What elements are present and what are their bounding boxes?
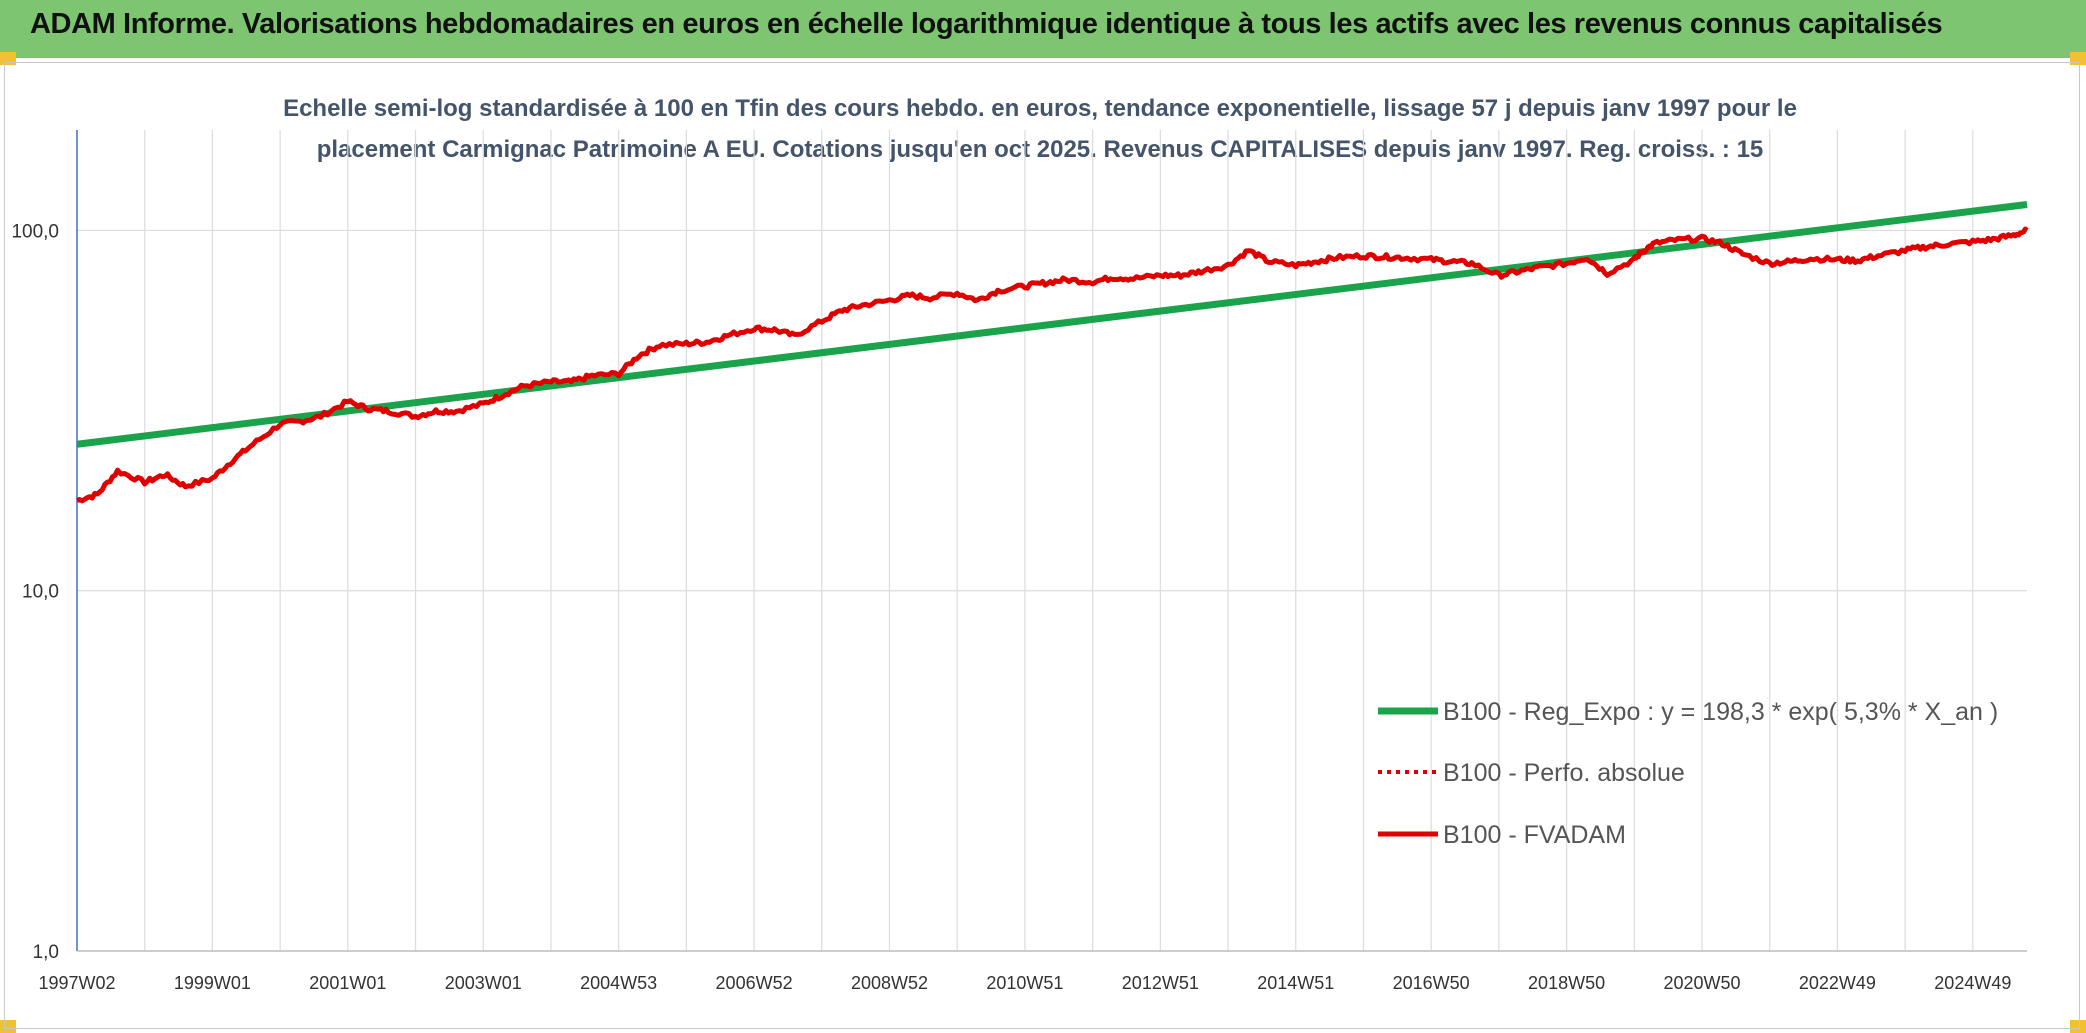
x-tick-label: 2004W53 <box>580 973 657 993</box>
y-tick-label: 100,0 <box>11 221 59 242</box>
corner-marker <box>0 52 16 65</box>
y-tick-label: 10,0 <box>22 582 59 603</box>
x-tick-label: 2022W49 <box>1799 973 1876 993</box>
y-tick-label: 1,0 <box>33 942 59 963</box>
x-tick-label: 2003W01 <box>445 973 522 993</box>
x-tick-label: 2012W51 <box>1122 973 1199 993</box>
x-tick-label: 2008W52 <box>851 973 928 993</box>
x-tick-label: 1999W01 <box>174 973 251 993</box>
x-tick-label: 2010W51 <box>986 973 1063 993</box>
chart-subtitle-line-1: Echelle semi-log standardisée à 100 en T… <box>283 95 1797 122</box>
chart-frame <box>4 62 2080 1029</box>
corner-marker <box>2070 1020 2086 1033</box>
report-title: ADAM Informe. Valorisations hebdomadaire… <box>30 8 1943 40</box>
x-tick-label: 2014W51 <box>1257 973 1334 993</box>
x-tick-label: 2001W01 <box>309 973 386 993</box>
x-tick-label: 2006W52 <box>716 973 793 993</box>
chart-subtitle-line-2: placement Carmignac Patrimoine A EU. Cot… <box>317 136 1764 163</box>
regression-series-line <box>76 201 2028 448</box>
corner-marker <box>2070 52 2086 65</box>
x-tick-label: 1997W02 <box>38 973 115 993</box>
legend-label: B100 - Reg_Expo : y = 198,3 * exp( 5,3% … <box>1443 698 1998 726</box>
x-tick-label: 2020W50 <box>1663 973 1740 993</box>
x-tick-label: 2018W50 <box>1528 973 1605 993</box>
title-banner: ADAM Informe. Valorisations hebdomadaire… <box>0 0 2086 58</box>
fvadam-series-line <box>76 226 2029 504</box>
legend-label: B100 - Perfo. absolue <box>1443 759 1685 787</box>
x-tick-label: 2016W50 <box>1393 973 1470 993</box>
x-tick-label: 2024W49 <box>1934 973 2011 993</box>
legend-label: B100 - FVADAM <box>1443 821 1626 849</box>
